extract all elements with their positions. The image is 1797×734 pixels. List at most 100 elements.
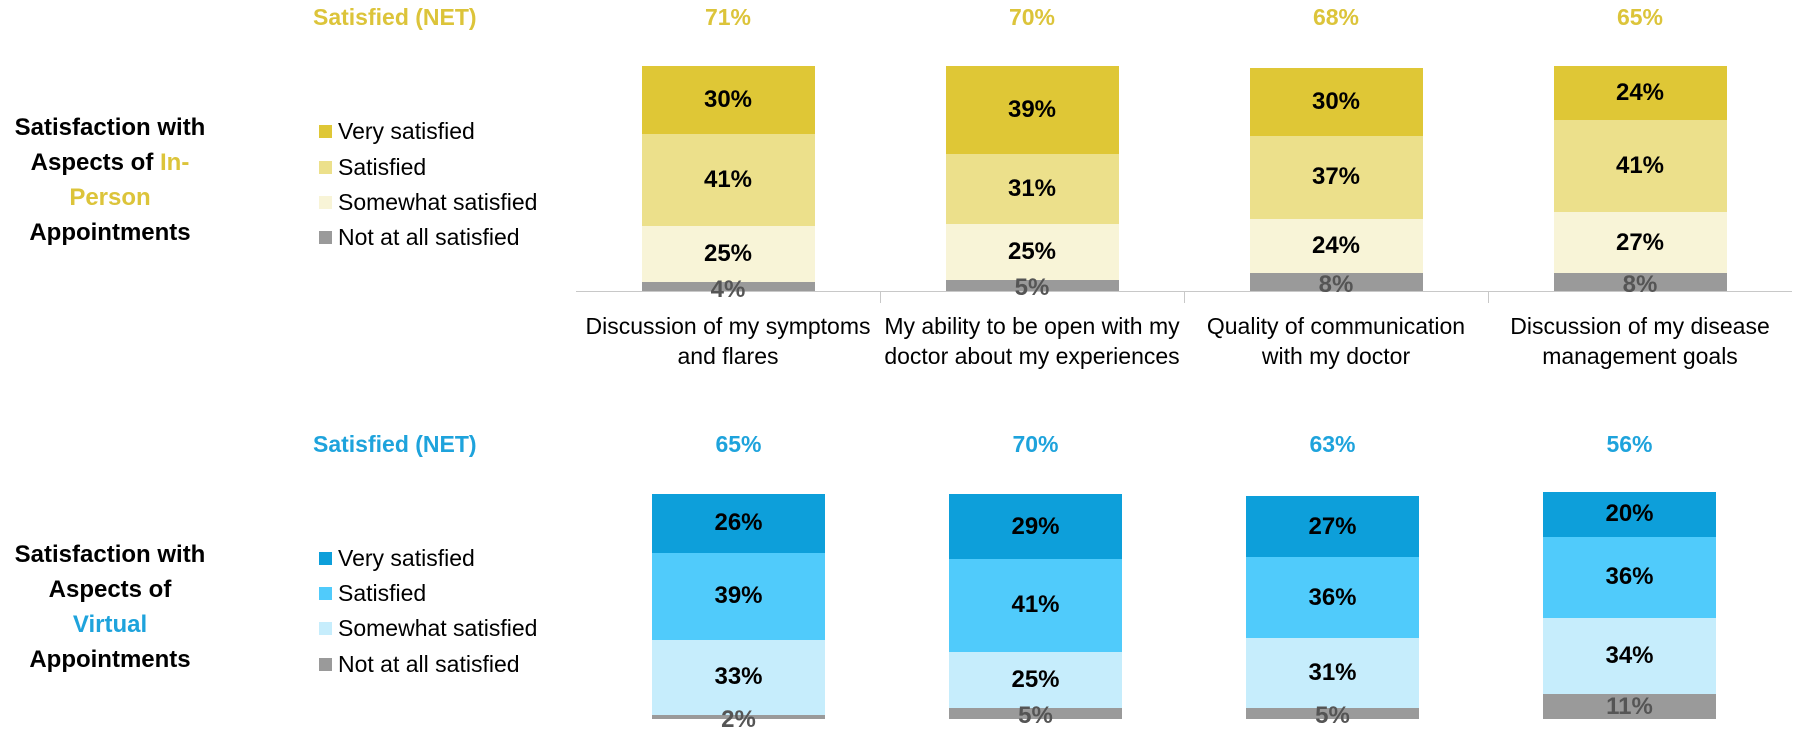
title-part: Virtual xyxy=(72,611,148,638)
bar-segment xyxy=(945,279,1119,291)
bar-segment xyxy=(1249,68,1423,136)
data-label: 39% xyxy=(1007,95,1057,123)
legend-swatch xyxy=(319,622,332,635)
title-part: Satisfaction with Aspects of xyxy=(14,541,206,603)
legend-swatch xyxy=(319,658,332,671)
data-label: 25% xyxy=(703,239,753,267)
bar-segment xyxy=(652,552,825,641)
net-value: 68% xyxy=(1312,4,1360,30)
legend-swatch xyxy=(319,552,332,565)
legend-label: Very satisfied xyxy=(338,545,475,571)
axis-tick xyxy=(1488,291,1489,303)
title-part: Satisfaction with Aspects of xyxy=(14,114,206,176)
legend-swatch xyxy=(319,196,332,209)
data-label: 8% xyxy=(1318,271,1354,298)
data-label: 8% xyxy=(1622,271,1658,298)
bar-segment xyxy=(1543,536,1716,618)
data-label: 20% xyxy=(1605,500,1654,528)
bar-segment xyxy=(1543,491,1716,537)
bar-segment xyxy=(641,225,815,282)
data-label: 39% xyxy=(714,582,763,610)
data-label: 30% xyxy=(1311,88,1361,115)
bar-segment xyxy=(652,714,825,719)
title-part: In-Person xyxy=(69,149,190,211)
legend-swatch xyxy=(319,125,332,138)
bar-segment xyxy=(1543,694,1716,719)
data-label: 37% xyxy=(1311,163,1361,191)
bar-segment xyxy=(1246,638,1419,708)
net-value: 65% xyxy=(715,431,762,457)
net-value: 71% xyxy=(704,4,752,30)
data-label: 31% xyxy=(1308,658,1357,686)
bar-segment xyxy=(949,494,1122,560)
bar-segment xyxy=(1246,557,1419,638)
data-label: 36% xyxy=(1605,563,1654,591)
legend-label: Satisfied xyxy=(338,580,427,606)
net-value: 56% xyxy=(1606,431,1653,457)
bar-segment xyxy=(949,651,1122,708)
bar-segment xyxy=(652,494,825,553)
legend-label: Not at all satisfied xyxy=(338,651,520,677)
data-label: 25% xyxy=(1007,237,1057,265)
data-label: 5% xyxy=(1315,702,1350,730)
axis-tick xyxy=(880,291,881,303)
bar-segment xyxy=(1553,212,1727,273)
bar-segment xyxy=(949,707,1122,719)
data-label: 41% xyxy=(703,165,753,193)
title-part: Appointments xyxy=(29,646,191,673)
legend-swatch xyxy=(319,161,332,174)
net-value: 65% xyxy=(1616,4,1664,30)
net-title: Satisfied (NET) xyxy=(313,431,477,457)
data-label: 5% xyxy=(1014,274,1050,302)
bar-segment xyxy=(641,66,815,134)
data-label: 33% xyxy=(714,663,763,691)
category-label: Quality of communication with my doctor xyxy=(1206,313,1466,369)
category-label: My ability to be open with my doctor abo… xyxy=(884,313,1180,369)
data-label: 11% xyxy=(1606,692,1653,720)
bar-segment xyxy=(1249,273,1423,291)
bar-segment xyxy=(1543,617,1716,695)
data-label: 31% xyxy=(1007,174,1057,202)
net-title: Satisfied (NET) xyxy=(313,4,477,30)
data-label: 34% xyxy=(1605,642,1654,669)
bar-segment xyxy=(1553,66,1727,120)
legend-label: Not at all satisfied xyxy=(338,224,520,250)
data-label: 41% xyxy=(1615,152,1665,180)
bar-segment xyxy=(1246,707,1419,719)
data-label: 29% xyxy=(1011,512,1060,540)
net-value: 70% xyxy=(1008,4,1056,30)
data-label: 27% xyxy=(1308,512,1357,540)
data-label: 25% xyxy=(1011,665,1060,693)
bar-segment xyxy=(945,223,1119,280)
bar-segment xyxy=(945,66,1119,154)
data-label: 24% xyxy=(1615,79,1665,106)
category-label: Discussion of my disease management goal… xyxy=(1510,313,1770,369)
bar-segment xyxy=(1553,120,1727,213)
legend-swatch xyxy=(319,587,332,600)
data-label: 30% xyxy=(703,85,753,113)
legend-swatch xyxy=(319,231,332,244)
bar-segment xyxy=(1249,219,1423,273)
bar-segment xyxy=(641,282,815,291)
net-value: 63% xyxy=(1309,431,1356,457)
axis-tick xyxy=(1184,291,1185,303)
data-label: 26% xyxy=(714,509,763,537)
side-title: Satisfaction with Aspects of Virtual App… xyxy=(10,537,210,677)
bar-segment xyxy=(1553,273,1727,291)
bar-segment xyxy=(652,640,825,715)
data-label: 41% xyxy=(1011,591,1060,619)
bar-segment xyxy=(1249,135,1423,219)
data-label: 24% xyxy=(1311,232,1361,259)
bar-segment xyxy=(1246,496,1419,557)
data-label: 4% xyxy=(710,275,746,303)
data-label: 36% xyxy=(1308,583,1357,611)
legend-label: Very satisfied xyxy=(338,118,475,144)
bar-segment xyxy=(641,133,815,226)
data-label: 2% xyxy=(721,705,756,733)
legend-label: Somewhat satisfied xyxy=(338,615,538,641)
legend-label: Satisfied xyxy=(338,154,427,180)
data-label: 27% xyxy=(1615,228,1665,256)
category-label: Discussion of my symptoms and flares xyxy=(585,313,871,369)
data-label: 5% xyxy=(1018,702,1053,730)
